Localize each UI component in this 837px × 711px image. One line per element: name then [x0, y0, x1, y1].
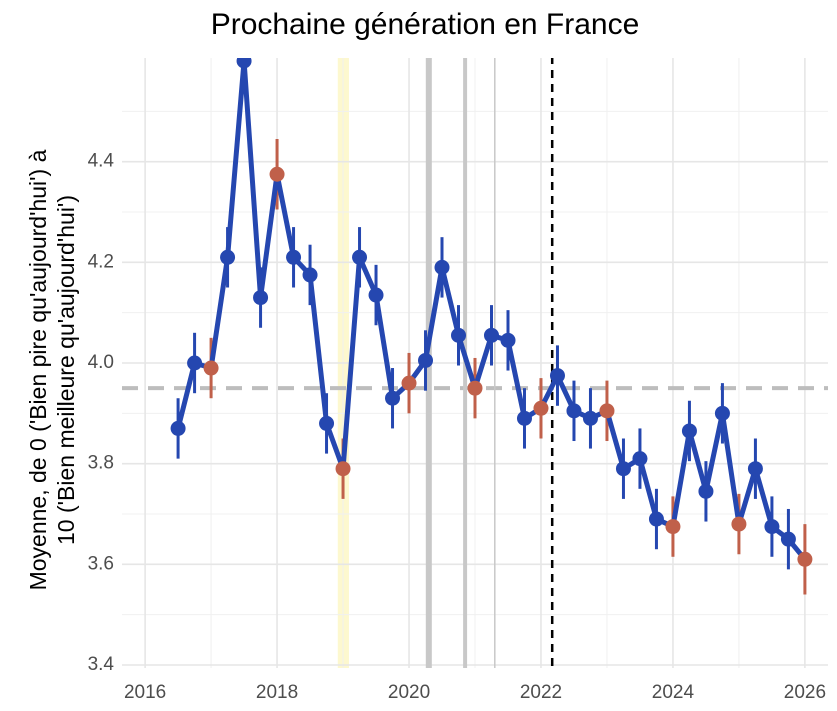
data-point [170, 420, 186, 436]
data-point [368, 287, 384, 303]
y-tick-label: 4.4 [88, 151, 115, 172]
data-point [286, 249, 302, 265]
data-point [747, 461, 763, 477]
x-tick-label: 2018 [256, 682, 298, 703]
data-point [451, 327, 467, 343]
y-tick-label: 4.0 [88, 352, 114, 373]
data-point [681, 423, 697, 439]
data-point [665, 519, 681, 535]
y-tick-label: 3.8 [88, 453, 114, 474]
data-point [516, 410, 532, 426]
data-point [203, 360, 219, 376]
x-tick-label: 2016 [124, 682, 166, 703]
x-tick-label: 2024 [652, 682, 695, 703]
chart-title: Prochaine génération en France [211, 8, 640, 41]
data-point [269, 166, 285, 182]
y-axis-label: 10 ('Bien meilleure qu'aujourd'hui') [53, 195, 79, 545]
y-tick-label: 3.6 [88, 553, 114, 574]
y-tick-label: 3.4 [88, 654, 115, 675]
data-point [698, 483, 714, 499]
x-tick-label: 2022 [520, 682, 562, 703]
data-point [533, 400, 549, 416]
data-point [648, 511, 664, 527]
data-point [549, 368, 565, 384]
data-point [615, 461, 631, 477]
data-point [467, 380, 483, 396]
data-point [500, 332, 516, 348]
data-point [418, 352, 434, 368]
data-point [483, 327, 499, 343]
data-point [220, 249, 236, 265]
x-tick-label: 2020 [388, 682, 430, 703]
data-point [302, 267, 318, 283]
data-point [385, 390, 401, 406]
data-point [566, 403, 582, 419]
data-point [582, 410, 598, 426]
data-point [599, 403, 615, 419]
plot-area [122, 58, 828, 668]
data-point [780, 531, 796, 547]
data-point [434, 259, 450, 275]
data-point [714, 405, 730, 421]
y-tick-label: 4.2 [88, 251, 114, 272]
y-axis-label: Moyenne, de 0 ('Bien pire qu'aujourd'hui… [25, 149, 51, 590]
data-point [236, 58, 252, 69]
x-tick-label: 2026 [784, 682, 826, 703]
data-point [401, 375, 417, 391]
data-point [335, 461, 351, 477]
data-point [632, 451, 648, 467]
data-point [187, 355, 203, 371]
data-point [764, 519, 780, 535]
data-point [797, 551, 813, 567]
data-point [319, 415, 335, 431]
data-point [253, 290, 269, 306]
data-point [352, 249, 368, 265]
data-point [731, 516, 747, 532]
